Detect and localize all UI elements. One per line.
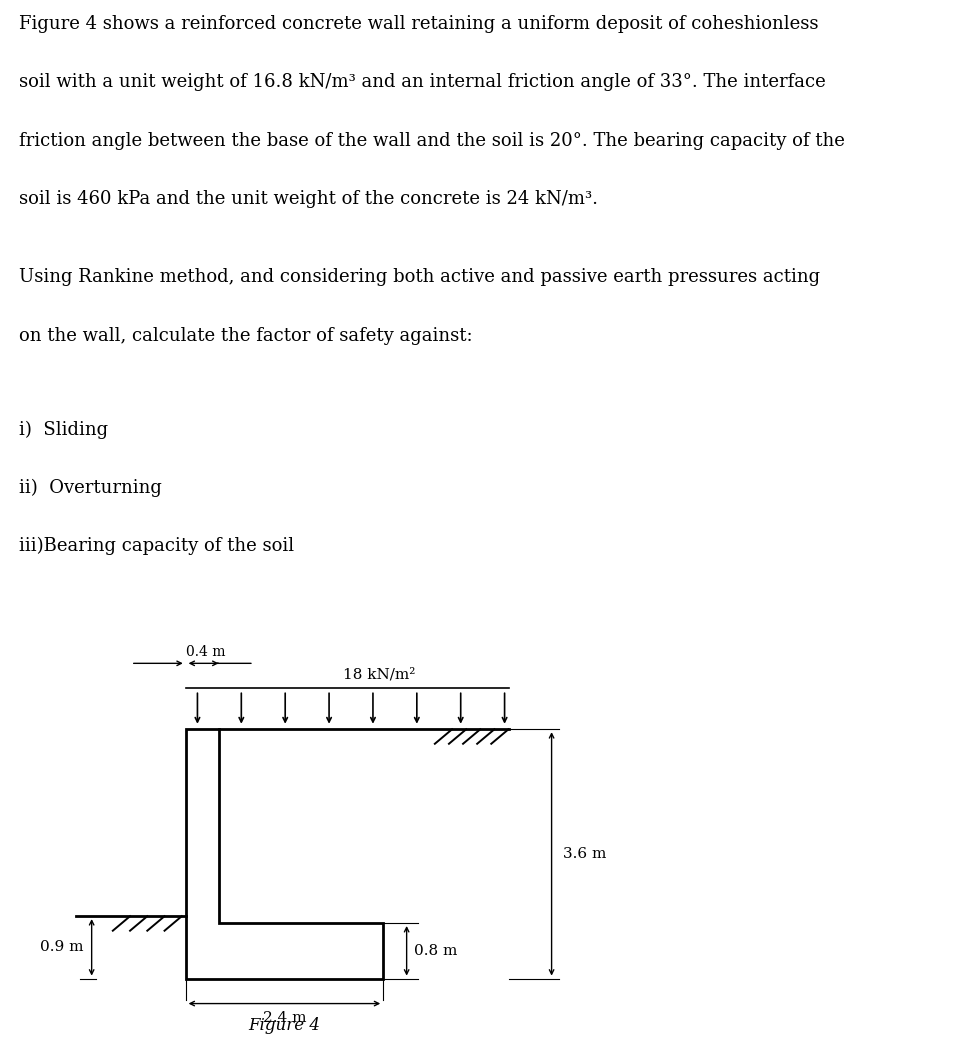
Text: 2.4 m: 2.4 m: [263, 1012, 306, 1025]
Polygon shape: [185, 729, 384, 979]
Text: soil is 460 kPa and the unit weight of the concrete is 24 kN/m³.: soil is 460 kPa and the unit weight of t…: [19, 190, 598, 208]
Text: iii)​Bearing capacity of the soil: iii)​Bearing capacity of the soil: [19, 537, 295, 555]
Text: ii)  Overturning: ii) Overturning: [19, 479, 162, 497]
Text: Figure 4: Figure 4: [248, 1017, 321, 1035]
Text: 18 kN/m²: 18 kN/m²: [343, 668, 415, 682]
Text: 0.9 m: 0.9 m: [41, 940, 84, 955]
Text: on the wall, calculate the factor of safety against:: on the wall, calculate the factor of saf…: [19, 327, 473, 345]
Text: 0.8 m: 0.8 m: [414, 944, 458, 958]
Text: 0.4 m: 0.4 m: [186, 645, 226, 658]
Text: Figure 4 shows a reinforced concrete wall retaining a uniform deposit of coheshi: Figure 4 shows a reinforced concrete wal…: [19, 15, 819, 33]
Text: soil with a unit weight of 16.8 kN/m³ and an internal friction angle of 33°. The: soil with a unit weight of 16.8 kN/m³ an…: [19, 74, 826, 92]
Text: i)  Sliding: i) Sliding: [19, 420, 108, 439]
Text: Using Rankine method, and considering both active and passive earth pressures ac: Using Rankine method, and considering bo…: [19, 268, 820, 286]
Text: friction angle between the base of the wall and the soil is 20°. The bearing cap: friction angle between the base of the w…: [19, 132, 845, 150]
Text: 3.6 m: 3.6 m: [563, 847, 607, 861]
